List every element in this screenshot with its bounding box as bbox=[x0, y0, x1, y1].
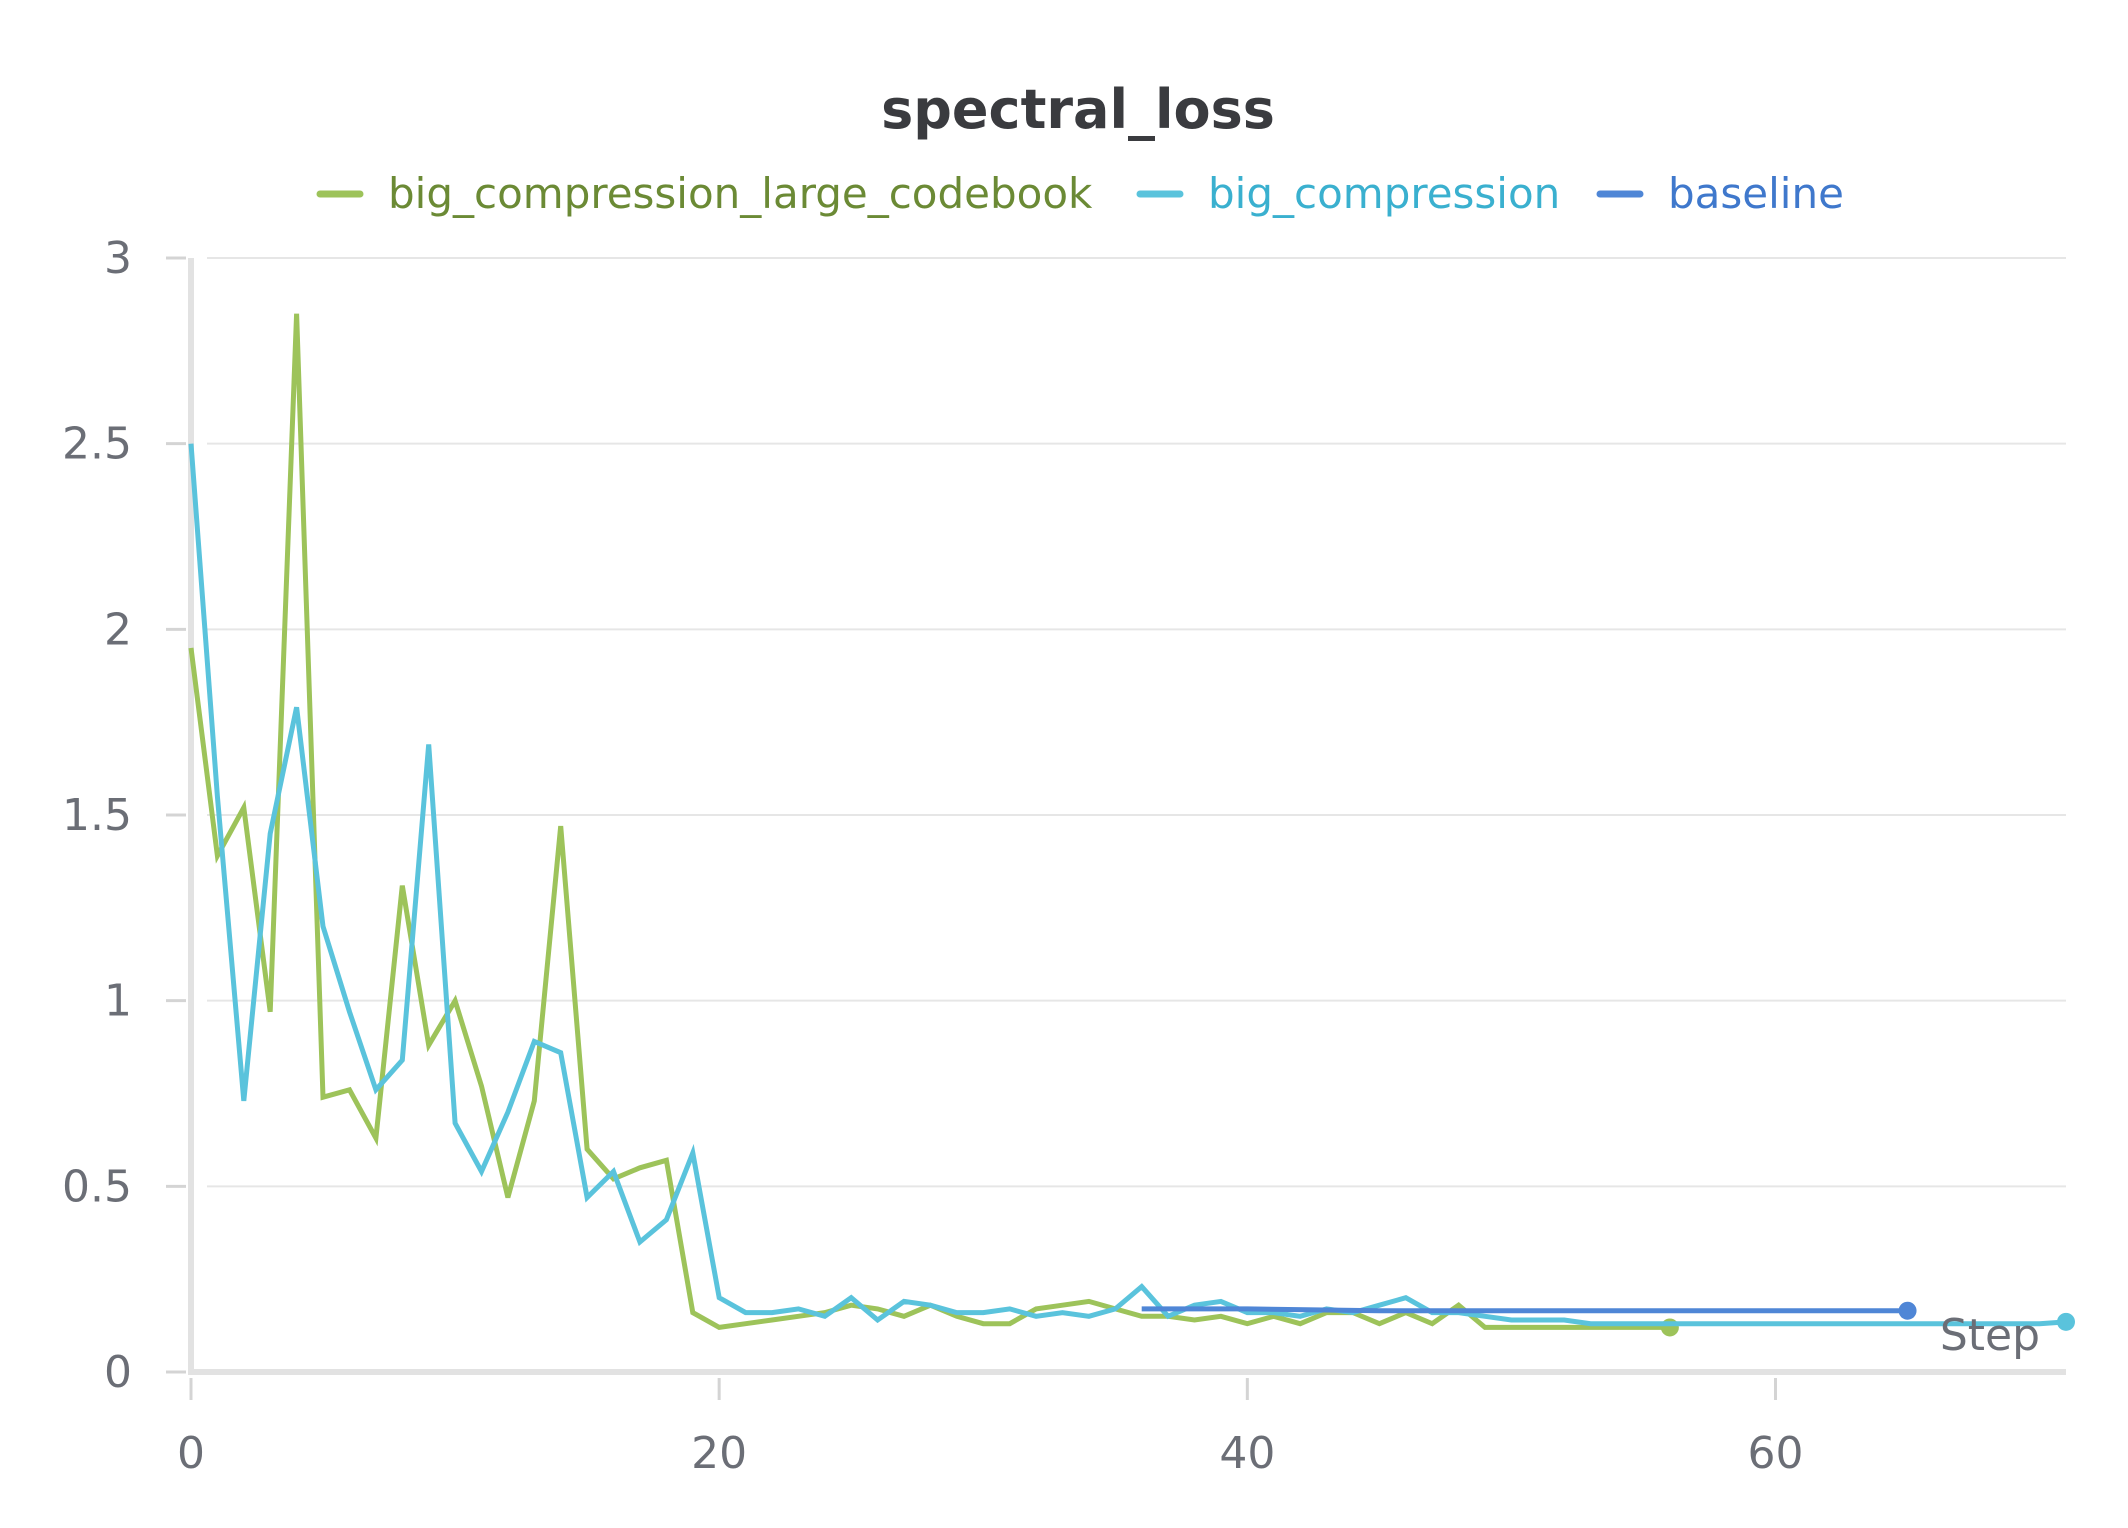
series-line-big-compression bbox=[188, 443, 2067, 1327]
y-tick-label: 0.5 bbox=[62, 1161, 132, 1212]
y-axis: 0 0.5 1 1.5 2 2.5 3 bbox=[62, 233, 194, 1398]
series-line-baseline bbox=[1141, 1306, 1908, 1314]
y-tick-label: 1 bbox=[104, 976, 132, 1027]
x-tick-label: 40 bbox=[1219, 1428, 1275, 1479]
x-tick-label: 20 bbox=[691, 1428, 747, 1479]
grid bbox=[207, 257, 2066, 1188]
series-end-point-big-compression bbox=[2057, 1312, 2075, 1331]
legend-label-big-compression[interactable]: big_compression bbox=[1208, 169, 1560, 218]
legend: big_compression_large_codebook big_compre… bbox=[316, 169, 1844, 218]
chart-title: spectral_loss bbox=[881, 78, 1275, 141]
series-end-point-big-compression-large-codebook bbox=[1660, 1318, 1679, 1337]
legend-label-baseline[interactable]: baseline bbox=[1668, 169, 1844, 218]
y-tick-label: 2.5 bbox=[62, 419, 132, 470]
y-tick-label: 3 bbox=[104, 233, 132, 284]
x-axis-label: Step bbox=[1940, 1310, 2040, 1361]
x-tick-label: 60 bbox=[1748, 1428, 1804, 1479]
series-line-big-compression-large-codebook bbox=[188, 313, 1670, 1330]
series-end-point-baseline bbox=[1898, 1301, 1917, 1320]
y-tick-label: 1.5 bbox=[62, 790, 132, 841]
y-tick-label: 0 bbox=[104, 1347, 132, 1398]
y-tick-label: 2 bbox=[104, 604, 132, 655]
series-group bbox=[188, 313, 2075, 1337]
x-axis: 0 20 40 60 bbox=[177, 1369, 2066, 1479]
x-tick-label: 0 bbox=[177, 1428, 205, 1479]
legend-label-big-compression-large-codebook[interactable]: big_compression_large_codebook bbox=[388, 169, 1093, 218]
